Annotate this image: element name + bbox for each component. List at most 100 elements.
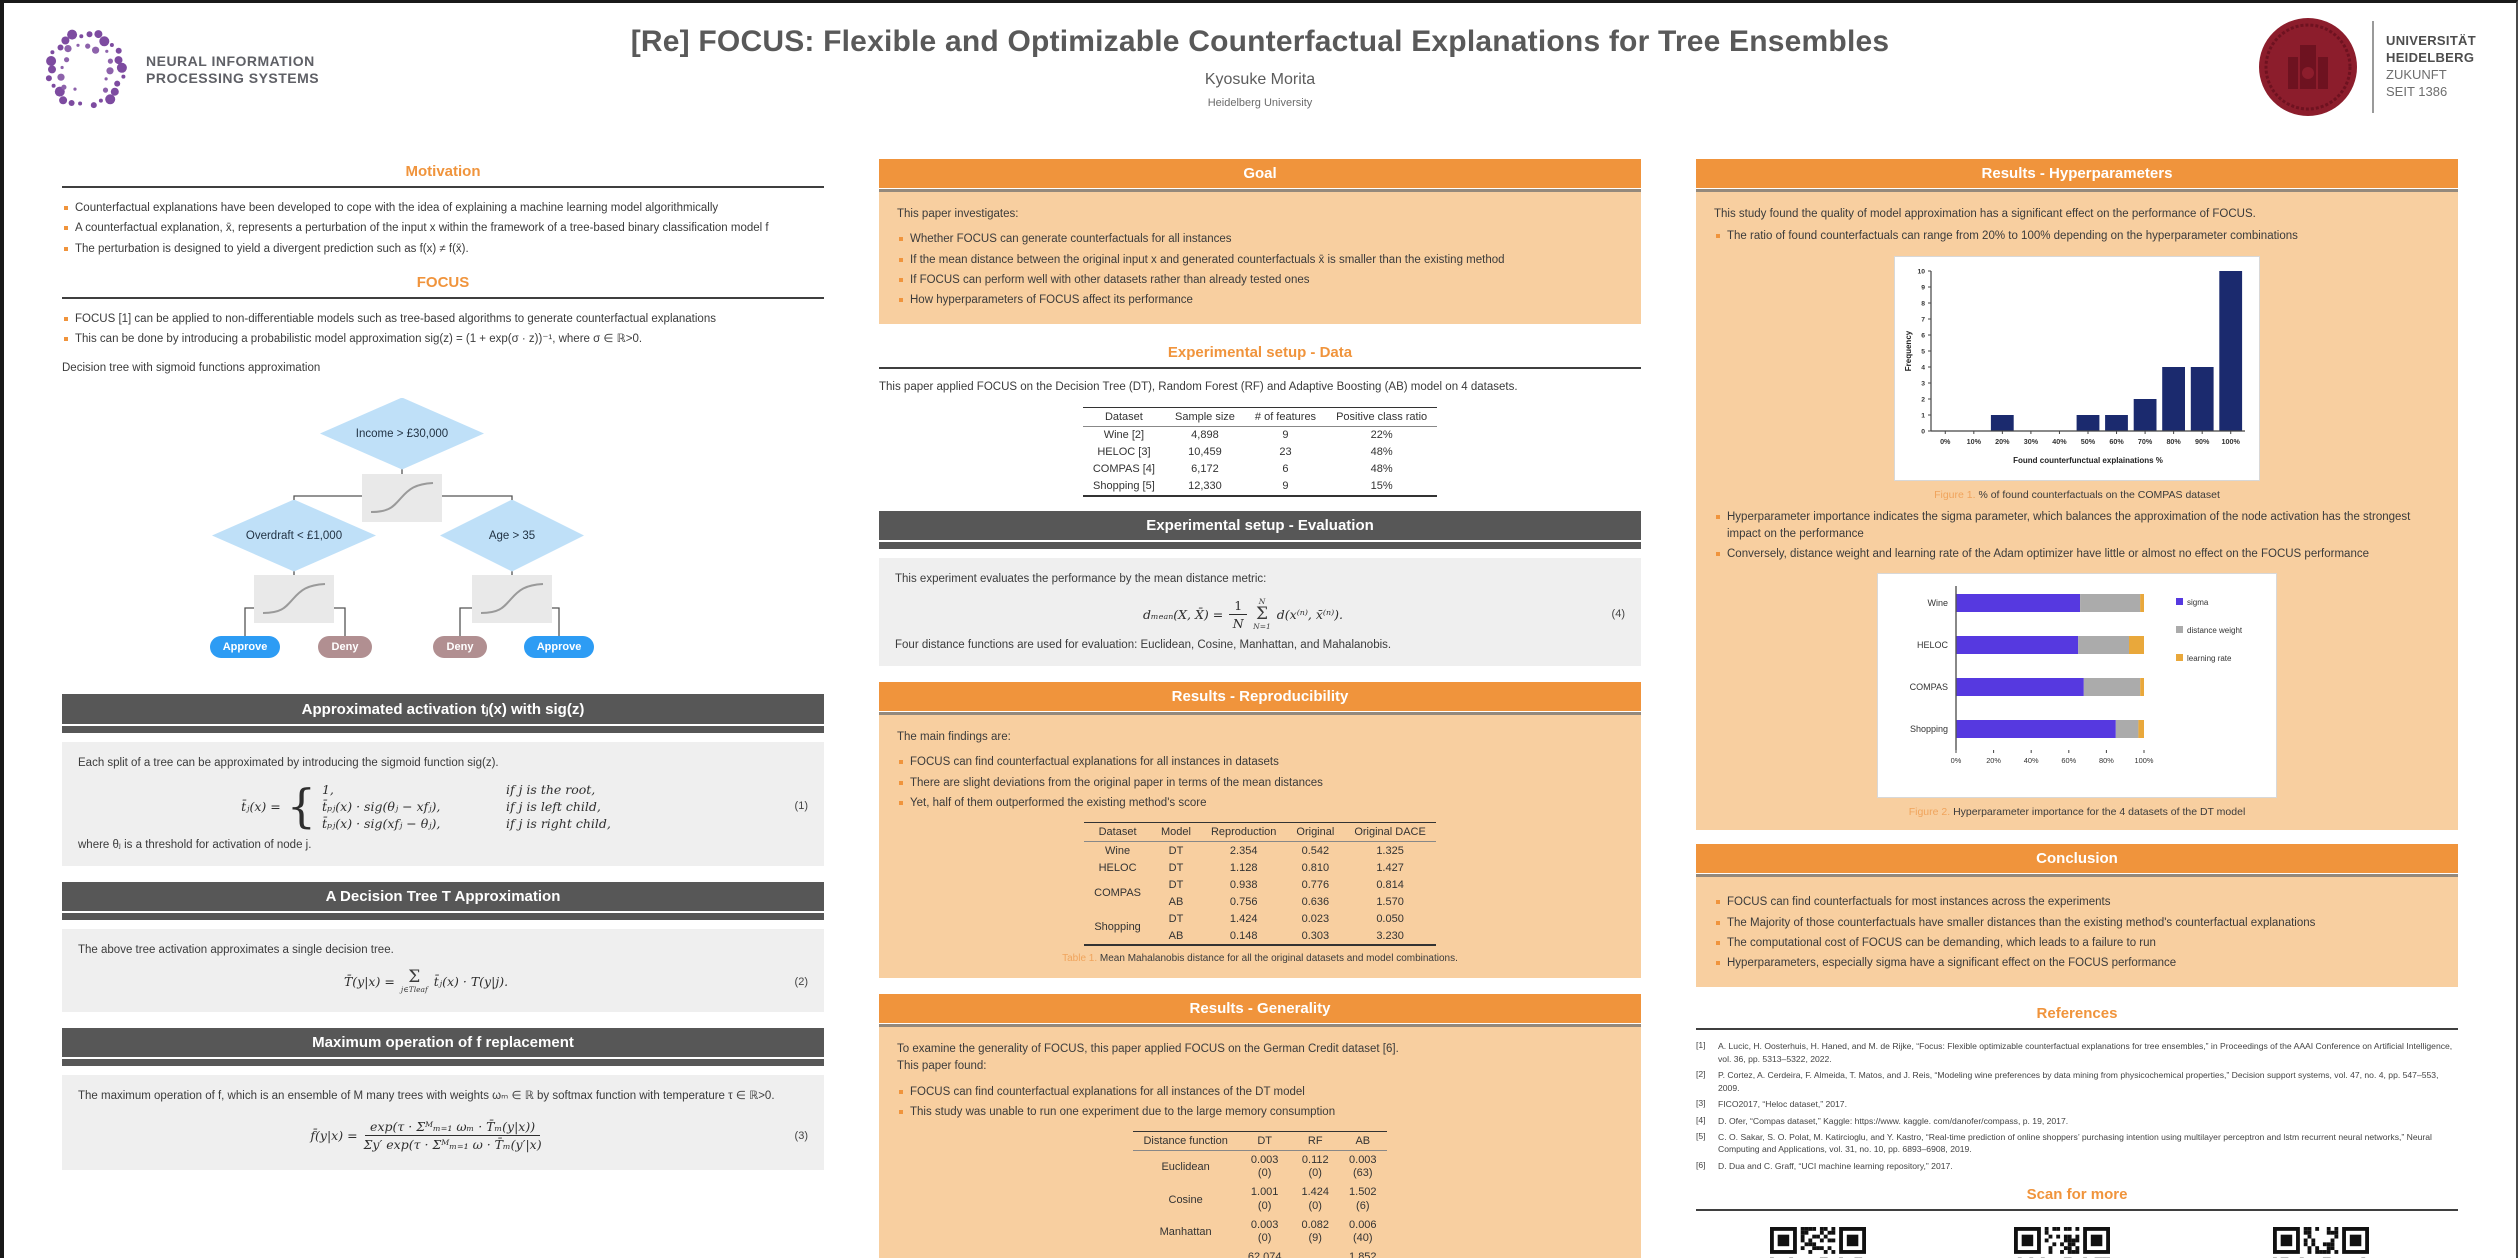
svg-text:0%: 0% xyxy=(1951,756,1962,765)
goal-intro: This paper investigates: xyxy=(897,208,1019,220)
generality-bullet: FOCUS can find counterfactual explanatio… xyxy=(897,1084,1623,1101)
bullet-icon xyxy=(1716,920,1720,925)
activation-text: Each split of a tree can be approximated… xyxy=(78,756,499,769)
hyper-bullet: Hyperparameter importance indicates the … xyxy=(1714,509,2440,544)
repro-body: The main findings are: FOCUS can find co… xyxy=(879,715,1641,978)
reference-item: [4] D. Ofer, “Compas dataset,” Kaggle: ht… xyxy=(1696,1114,2069,1126)
repro-header: Results - Reproducibility xyxy=(879,682,1641,711)
poster-title: [Re] FOCUS: Flexible and Optimizable Cou… xyxy=(630,25,1890,58)
svg-text:80%: 80% xyxy=(2099,756,2114,765)
svg-text:2: 2 xyxy=(1921,396,1925,403)
bullet-icon xyxy=(899,237,903,242)
hyper-body: This study found the quality of model ap… xyxy=(1696,192,2458,831)
activation-header-stripe xyxy=(62,725,824,733)
svg-text:70%: 70% xyxy=(2138,437,2153,446)
uni-line1: UNIVERSITÄT xyxy=(2386,33,2476,49)
table-row: Shopping DT 1.424 0.023 0.050 xyxy=(1094,912,1404,934)
svg-text:90%: 90% xyxy=(2195,437,2210,446)
table-row: COMPAS DT 0.938 0.776 0.814 xyxy=(1094,878,1404,900)
sigmoid-box-root xyxy=(362,473,442,522)
qr-code-icon xyxy=(2013,1227,2110,1258)
hyperparameter-importance-chart: Wine HELOC COMPAS Shopping 0% 20% 40% 60% 80% 100… xyxy=(1884,580,2270,791)
section-scan: Scan for more Figure 3. Poster page Figu… xyxy=(1696,1182,2458,1258)
neurips-logo-text: NEURAL INFORMATION PROCESSING SYSTEMS xyxy=(146,53,319,88)
svg-text:Shopping: Shopping xyxy=(1910,724,1948,734)
eq4-number: (4) xyxy=(1611,608,1625,621)
table-row: Shopping [5] 12,330 9 15% xyxy=(1093,480,1393,492)
reference-item: [3] FICO2017, “Heloc dataset,” 2017. xyxy=(1696,1098,1847,1110)
sigmoid-curve-icon xyxy=(480,582,544,614)
bullet-icon xyxy=(1716,961,1720,965)
table-row: HELOC [3] 10,459 23 48% xyxy=(1097,446,1393,458)
uni-line4: SEIT 1386 xyxy=(2386,83,2448,99)
svg-text:HELOC: HELOC xyxy=(1917,640,1949,650)
table-row: Manhattan 0.003 (0) 0.082 (9) 0.006 (40) xyxy=(1159,1218,1377,1245)
leaf-approve: Approve xyxy=(210,635,280,658)
bullet-icon xyxy=(64,206,68,210)
table-row: AB 0.756 0.636 1.570 xyxy=(1168,895,1404,908)
svg-text:4: 4 xyxy=(1921,364,1925,371)
svg-text:40%: 40% xyxy=(2052,437,2067,446)
qr-item-poster-page: Figure 3. Poster page xyxy=(1767,1227,1868,1258)
conclusion-bullet: FOCUS can find counterfactuals for most … xyxy=(1714,894,2440,911)
bullet-icon xyxy=(899,800,903,805)
uni-line3: ZUKUNFT xyxy=(2386,67,2447,82)
focus-title: FOCUS xyxy=(416,273,470,291)
max-op-text: The maximum operation of f, which is an … xyxy=(78,1089,775,1102)
svg-text:40%: 40% xyxy=(2024,756,2039,765)
generality-header-rule xyxy=(879,1024,1641,1027)
conclusion-bullet: The computational cost of FOCUS can be d… xyxy=(1714,935,2440,952)
qr-item-project-code: Figure 4. Project code xyxy=(2010,1227,2113,1258)
tree-approx-header: A Decision Tree T Approximation xyxy=(62,882,824,911)
svg-text:1: 1 xyxy=(1921,412,1925,419)
uni-line2: HEIDELBERG xyxy=(2386,50,2475,66)
figure1-caption: Figure 1. % of found counterfactuals on … xyxy=(1934,488,2220,501)
scan-title: Scan for more xyxy=(2026,1186,2128,1204)
leaf-deny: Deny xyxy=(318,635,372,658)
decision-tree-diagram: Income > £30,000 Overdraft < £1,000 Age … xyxy=(62,388,822,680)
max-op-header-stripe xyxy=(62,1058,824,1066)
figure2-caption: Figure 2. Hyperparameter importance for … xyxy=(1908,806,2246,819)
motivation-title: Motivation xyxy=(405,163,481,180)
repro-bullet: FOCUS can find counterfactual explanatio… xyxy=(897,754,1623,771)
section-focus: FOCUS FOCUS [1] can be applied to non-di… xyxy=(62,270,824,378)
goal-bullet: If FOCUS can perform well with other dat… xyxy=(897,272,1623,289)
heidelberg-logo-divider xyxy=(2372,21,2375,113)
eq1-lhs: t̄ⱼ(x) = xyxy=(241,798,281,814)
svg-text:9: 9 xyxy=(1921,284,1925,291)
bullet-icon xyxy=(64,316,68,321)
goal-bullet: Whether FOCUS can generate counterfactua… xyxy=(897,231,1623,248)
figure2-barchart: Wine HELOC COMPAS Shopping 0% 20% 40% 60% 80% 100… xyxy=(1877,573,2277,799)
neurips-logo-line2: PROCESSING SYSTEMS xyxy=(146,70,320,86)
focus-bullet: FOCUS [1] can be applied to non-differen… xyxy=(62,311,824,328)
datasets-table: Dataset Sample size # of features Positi… xyxy=(1082,406,1438,497)
sigmoid-curve-icon xyxy=(370,481,434,513)
data-setup-rule xyxy=(879,367,1641,370)
svg-text:10%: 10% xyxy=(1967,437,1982,446)
conclusion-header: Conclusion xyxy=(1696,844,2458,874)
section-references: References [1] A. Lucic, H. Oosterhuis, H… xyxy=(1696,1001,2458,1172)
repro-bullet: There are slight deviations from the ori… xyxy=(897,775,1623,792)
svg-text:0%: 0% xyxy=(1940,437,1951,446)
section-goal: Goal This paper investigates: Whether FO… xyxy=(879,159,1641,325)
histogram-chart: 0 1 2 3 4 5 6 7 8 9 10 0% 10% 20% 30% 40% 50% 60% 70% 80% 90… xyxy=(1901,263,2253,474)
generality-header: Results - Generality xyxy=(879,994,1641,1023)
bullet-icon xyxy=(899,1109,903,1114)
eval-setup-text: This experiment evaluates the performanc… xyxy=(895,572,1267,585)
neurips-logo: NEURAL INFORMATION PROCESSING SYSTEMS xyxy=(42,15,319,125)
section-motivation: Motivation Counterfactual explanations h… xyxy=(62,159,824,258)
section-activation: Approximated activation tⱼ(x) with sig(z… xyxy=(62,693,824,866)
svg-text:20%: 20% xyxy=(1986,756,2001,765)
svg-text:sigma: sigma xyxy=(2187,598,2209,607)
svg-text:30%: 30% xyxy=(2024,437,2039,446)
section-tree-approximation: A Decision Tree T Approximation The abov… xyxy=(62,882,824,1012)
generality-intro1: To examine the generality of FOCUS, this… xyxy=(897,1043,1399,1055)
goal-header-rule xyxy=(879,189,1641,192)
svg-text:50%: 50% xyxy=(2081,437,2096,446)
table1-caption: Table 1. Mean Mahalanobis distance for a… xyxy=(1062,953,1458,964)
section-generality: Results - Generality To examine the gene… xyxy=(879,994,1641,1258)
conclusion-bullet: The Majority of those counterfactuals ha… xyxy=(1714,915,2440,932)
